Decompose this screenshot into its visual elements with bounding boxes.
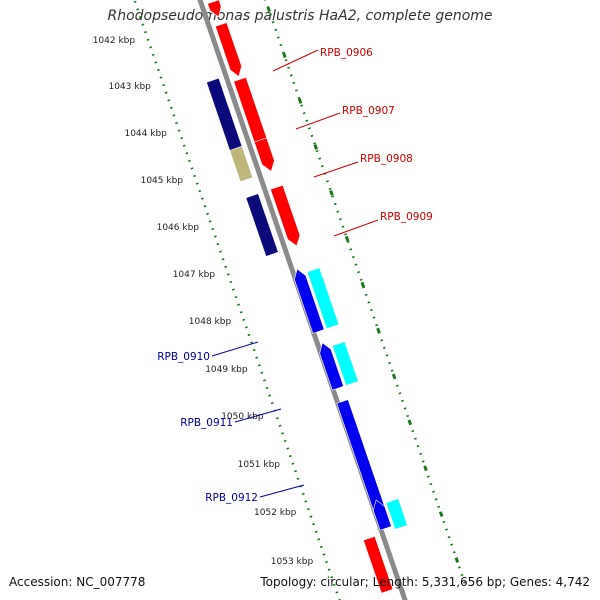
kbp-tick-label: 1043 kbp <box>108 82 151 92</box>
kbp-tick-label: 1042 kbp <box>93 36 136 46</box>
tick-mark <box>266 6 271 13</box>
kbp-tick-label: 1048 kbp <box>189 317 232 327</box>
gene-label: RPB_0909 <box>380 211 433 223</box>
kbp-tick-label: 1052 kbp <box>254 508 297 518</box>
gene-label: RPB_0908 <box>360 153 413 165</box>
gene-block <box>385 498 408 530</box>
kbp-tick-label: 1044 kbp <box>124 129 167 139</box>
cds-arrow <box>319 342 344 391</box>
kbp-tick-label: 1046 kbp <box>157 223 200 233</box>
gene-label: RPB_0907 <box>342 105 395 117</box>
label-leader-line <box>272 49 319 72</box>
tick-mark <box>297 98 303 104</box>
kbp-tick-label: 1050 kbp <box>221 412 264 422</box>
tick-mark <box>313 144 318 150</box>
tick-mark <box>391 373 397 380</box>
kbp-tick-label: 1045 kbp <box>141 176 184 186</box>
gene-arrow <box>253 137 275 172</box>
cds-block <box>245 193 279 257</box>
label-leader-line <box>295 112 341 130</box>
accession-text: Accession: NC_007778 <box>9 575 146 589</box>
gene-block <box>332 341 359 386</box>
tick-mark <box>329 190 334 196</box>
label-leader-line <box>211 341 259 357</box>
tick-mark <box>282 52 287 59</box>
scale-line-right <box>264 0 467 586</box>
gene-block <box>306 267 340 330</box>
tick-mark <box>407 419 413 426</box>
gene-arrow <box>215 22 242 78</box>
tick-mark <box>360 281 366 288</box>
kbp-tick-label: 1049 kbp <box>205 365 248 375</box>
gene-label: RPB_0910 <box>157 351 210 363</box>
tick-mark <box>423 465 428 472</box>
label-leader-line <box>333 219 379 237</box>
gene-arrow <box>207 0 222 18</box>
kbp-tick-label: 1051 kbp <box>238 460 281 470</box>
label-leader-line <box>259 484 305 498</box>
gene-label: RPB_0906 <box>320 47 373 59</box>
tick-mark <box>344 235 350 242</box>
gene-label: RPB_0911 <box>180 417 233 429</box>
rna-block <box>229 145 254 183</box>
tick-mark <box>438 511 444 517</box>
gene-block <box>363 535 394 594</box>
tick-mark <box>376 327 381 334</box>
cds-arrow <box>372 499 392 531</box>
label-leader-line <box>234 408 282 423</box>
topology-text: Topology: circular; Length: 5,331,656 bp… <box>260 575 590 589</box>
cds-arrow <box>294 268 325 334</box>
kbp-tick-label: 1053 kbp <box>271 557 314 567</box>
tick-mark <box>454 557 460 563</box>
label-leader-line <box>313 161 359 178</box>
gene-label: RPB_0912 <box>205 492 258 504</box>
gene-arrow <box>270 184 301 247</box>
kbp-tick-label: 1047 kbp <box>173 270 216 280</box>
cds-arrow <box>336 399 386 520</box>
